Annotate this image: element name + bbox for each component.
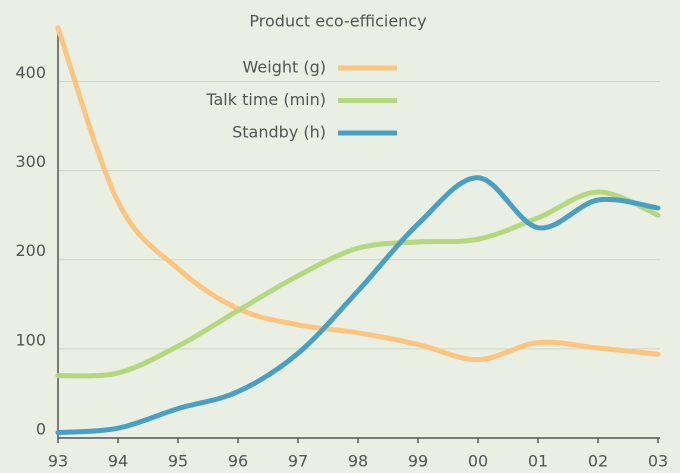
x-tick-label: 99 <box>408 452 428 471</box>
legend-label: Standby (h) <box>232 123 326 142</box>
x-tick-label: 02 <box>588 452 608 471</box>
y-tick-label: 300 <box>15 152 46 171</box>
y-tick-label: 400 <box>15 63 46 82</box>
legend-label: Talk time (min) <box>205 90 326 109</box>
x-tick-label: 97 <box>288 452 308 471</box>
legend-label: Weight (g) <box>243 58 326 77</box>
x-tick-label: 94 <box>108 452 128 471</box>
x-tick-label: 95 <box>168 452 188 471</box>
y-tick-label: 200 <box>15 241 46 260</box>
series-line <box>55 189 661 379</box>
x-tick-label: 98 <box>348 452 368 471</box>
y-tick-label: 100 <box>15 330 46 349</box>
series-line <box>55 25 661 363</box>
x-tick-label: 00 <box>468 452 488 471</box>
x-tick-label: 96 <box>228 452 248 471</box>
x-tick-label: 01 <box>528 452 548 471</box>
x-tick-label: 93 <box>48 452 68 471</box>
y-tick-label: 0 <box>36 420 46 439</box>
x-tick-label: 03 <box>648 452 668 471</box>
series-line <box>55 175 661 436</box>
chart-title: Product eco-efficiency <box>249 12 426 31</box>
